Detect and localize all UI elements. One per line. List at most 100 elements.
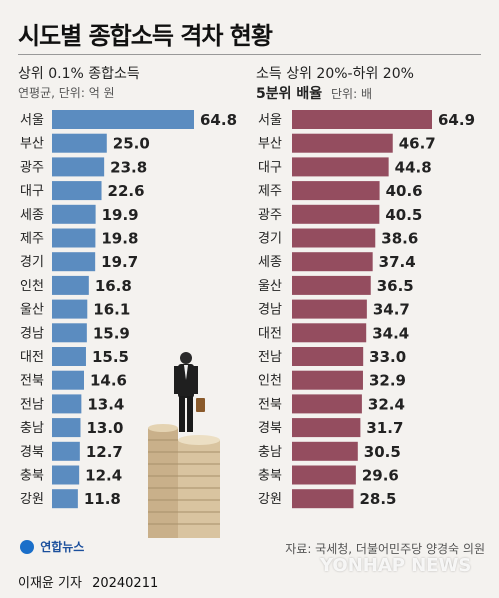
right-bar-인천 [292, 370, 363, 390]
left-category-label: 대전 [20, 350, 44, 365]
author: 이재윤 기자 [18, 576, 82, 591]
left-category-label: 충남 [20, 421, 44, 436]
left-bar-인천 [52, 275, 89, 295]
left-value-label: 15.9 [93, 324, 130, 342]
left-value-label: 16.1 [93, 301, 130, 319]
left-bar-경기 [52, 252, 96, 272]
left-value-label: 23.8 [110, 158, 147, 176]
left-value-label: 64.8 [200, 111, 237, 129]
right-bar-전남 [292, 347, 364, 366]
coin-stack [148, 424, 220, 538]
right-category-label: 광주 [258, 208, 282, 223]
right-bar-전북 [292, 394, 362, 414]
left-bar-강원 [52, 489, 78, 509]
left-value-label: 22.6 [108, 182, 145, 200]
right-category-label: 울산 [258, 279, 282, 294]
right-category-label: 충북 [258, 469, 282, 484]
left-category-label: 광주 [20, 160, 44, 175]
right-panel-heading2: 5분위 배율 단위: 배 [256, 83, 372, 103]
right-bar-series: 서울 64.9 부산 46.7 대구 44.8 제주 40.6 광주 40.5 경기 38.6 세종 37… [258, 110, 475, 509]
left-category-label: 울산 [20, 303, 44, 318]
right-panel-heading2-text: 5분위 배율 [256, 86, 323, 102]
left-bar-서울 [52, 110, 194, 129]
left-bar-충남 [52, 418, 81, 438]
left-category-label: 전남 [20, 397, 44, 412]
right-category-label: 인천 [258, 374, 282, 389]
right-bar-세종 [292, 252, 373, 272]
left-bar-광주 [52, 157, 105, 177]
right-value-label: 30.5 [364, 443, 401, 461]
right-category-label: 제주 [258, 184, 282, 199]
right-value-label: 37.4 [379, 253, 416, 271]
right-category-label: 대구 [258, 160, 282, 175]
title-divider [18, 54, 481, 55]
left-bar-제주 [52, 228, 96, 248]
right-value-label: 29.6 [362, 467, 399, 485]
page-title: 시도별 종합소득 격차 현황 [18, 22, 273, 50]
right-value-label: 40.5 [385, 206, 422, 224]
left-value-label: 25.0 [113, 135, 150, 153]
left-bar-경남 [52, 323, 87, 343]
right-panel-sub-unit: 단위: 배 [331, 87, 372, 101]
right-category-label: 전남 [258, 350, 282, 365]
left-panel-subtitle: 연평균, 단위: 억 원 [18, 84, 115, 101]
left-bar-전북 [52, 370, 84, 390]
left-category-label: 경기 [20, 255, 44, 270]
right-value-label: 44.8 [395, 158, 432, 176]
right-value-label: 28.5 [359, 490, 396, 508]
right-value-label: 38.6 [381, 230, 418, 248]
right-value-label: 64.9 [438, 111, 475, 129]
right-category-label: 강원 [258, 492, 282, 507]
right-bar-대구 [292, 157, 389, 177]
right-category-label: 경남 [258, 303, 282, 318]
left-panel-sub-prefix: 연평균, 단위: [18, 86, 85, 100]
watermark: YONHAP NEWS [320, 555, 472, 576]
left-category-label: 강원 [20, 492, 44, 507]
left-category-label: 대구 [20, 184, 44, 199]
businessman-figure [174, 352, 205, 432]
left-panel-heading: 상위 0.1% 종합소득 [18, 66, 140, 82]
left-category-label: 전북 [20, 374, 44, 389]
yonhap-logo-icon [20, 540, 34, 554]
left-panel-sub-unit: 억 원 [88, 86, 115, 100]
source-note: 자료: 국세청, 더불어민주당 양경숙 의원 [285, 542, 485, 556]
right-value-label: 36.5 [377, 277, 414, 295]
right-value-label: 40.6 [386, 182, 423, 200]
right-value-label: 46.7 [399, 135, 436, 153]
right-value-label: 32.4 [368, 395, 405, 413]
left-value-label: 13.0 [86, 419, 123, 437]
right-value-label: 32.9 [369, 372, 406, 390]
right-bar-충남 [292, 441, 358, 461]
right-category-label: 세종 [258, 255, 282, 270]
right-bar-경북 [292, 418, 361, 438]
left-value-label: 19.8 [101, 230, 138, 248]
left-category-label: 경남 [20, 326, 44, 341]
right-category-label: 충남 [258, 445, 282, 460]
yonhap-logo: 연합뉴스 [20, 538, 84, 555]
right-bar-경남 [292, 299, 367, 319]
right-bar-부산 [292, 133, 393, 153]
left-category-label: 서울 [20, 113, 44, 128]
right-category-label: 경기 [258, 232, 282, 247]
left-value-label: 11.8 [84, 490, 121, 508]
right-value-label: 34.4 [372, 324, 409, 342]
right-bar-경기 [292, 228, 376, 248]
left-value-label: 19.9 [102, 206, 139, 224]
left-category-label: 인천 [20, 279, 44, 294]
left-bar-전남 [52, 394, 82, 414]
right-bar-광주 [292, 204, 380, 224]
left-bar-대전 [52, 347, 86, 366]
right-category-label: 경북 [258, 421, 282, 436]
businessman-on-coin-stack-illustration [148, 352, 220, 538]
left-bar-대구 [52, 181, 102, 201]
left-value-label: 14.6 [90, 372, 127, 390]
date: 20240211 [92, 576, 159, 591]
right-category-label: 부산 [258, 137, 282, 152]
left-bar-충북 [52, 465, 80, 485]
left-value-label: 15.5 [92, 348, 129, 366]
left-bar-부산 [52, 133, 107, 153]
left-value-label: 12.4 [85, 467, 122, 485]
left-category-label: 부산 [20, 137, 44, 152]
left-category-label: 충북 [20, 469, 44, 484]
